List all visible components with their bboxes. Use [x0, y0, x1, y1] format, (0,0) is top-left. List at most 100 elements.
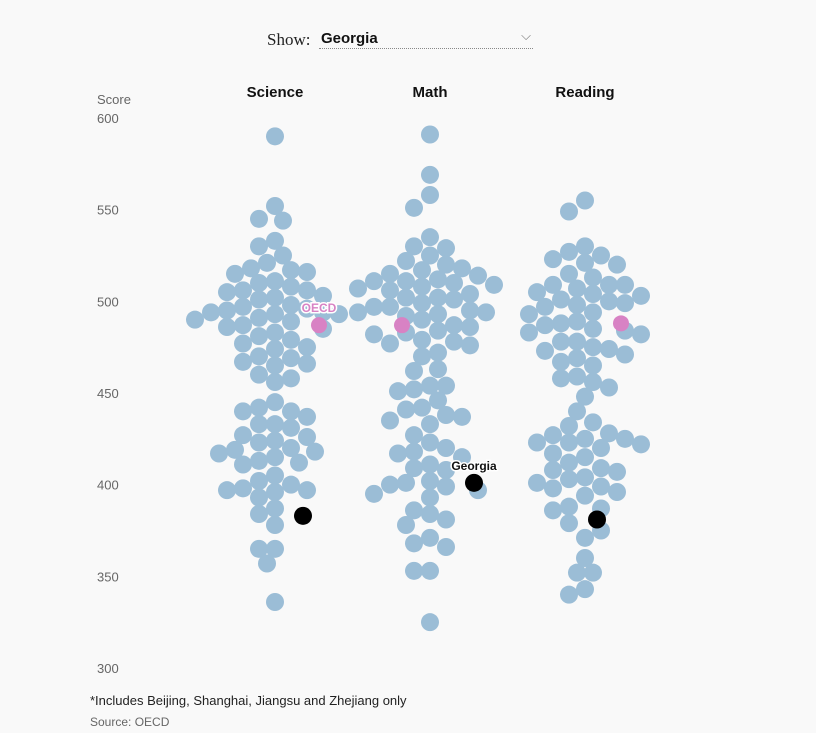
country-dot[interactable]: [429, 343, 447, 362]
country-dot[interactable]: [544, 461, 562, 479]
country-dot[interactable]: [600, 292, 618, 311]
selected-country-dot[interactable]: [465, 473, 483, 492]
country-dot[interactable]: [584, 356, 602, 375]
country-dot[interactable]: [298, 263, 316, 281]
country-dot[interactable]: [445, 332, 463, 351]
country-dot[interactable]: [616, 294, 634, 313]
country-dot[interactable]: [290, 453, 308, 472]
country-dot[interactable]: [568, 312, 586, 331]
country-dot[interactable]: [413, 277, 431, 296]
oecd-dot[interactable]: [394, 317, 410, 334]
country-dot[interactable]: [250, 237, 268, 256]
country-dot[interactable]: [413, 347, 431, 366]
country-dot[interactable]: [314, 303, 332, 322]
country-dot[interactable]: [349, 303, 367, 322]
country-dot[interactable]: [584, 563, 602, 582]
country-dot[interactable]: [552, 332, 570, 351]
country-dot[interactable]: [544, 250, 562, 269]
country-dot[interactable]: [437, 376, 455, 395]
country-dot[interactable]: [560, 514, 578, 533]
country-dot[interactable]: [552, 314, 570, 333]
country-dot[interactable]: [365, 297, 383, 316]
country-dot[interactable]: [421, 528, 439, 547]
country-dot[interactable]: [282, 330, 300, 349]
country-dot[interactable]: [282, 418, 300, 437]
country-dot[interactable]: [568, 332, 586, 351]
country-dot[interactable]: [576, 429, 594, 448]
country-dot[interactable]: [536, 297, 554, 316]
country-dot[interactable]: [234, 334, 252, 353]
country-dot[interactable]: [528, 473, 546, 492]
country-dot[interactable]: [405, 561, 423, 580]
country-dot[interactable]: [266, 127, 284, 146]
country-dot[interactable]: [405, 426, 423, 445]
country-dot[interactable]: [258, 554, 276, 573]
country-dot[interactable]: [397, 252, 415, 270]
country-dot[interactable]: [445, 316, 463, 335]
country-dot[interactable]: [576, 486, 594, 505]
country-dot[interactable]: [421, 561, 439, 580]
country-dot[interactable]: [405, 237, 423, 256]
country-dot[interactable]: [405, 198, 423, 217]
country-dot[interactable]: [576, 387, 594, 406]
country-dot[interactable]: [258, 253, 276, 272]
country-dot[interactable]: [389, 382, 407, 401]
country-dot[interactable]: [266, 516, 284, 534]
country-dot[interactable]: [298, 338, 316, 357]
country-dot[interactable]: [250, 415, 268, 434]
country-dot[interactable]: [437, 510, 455, 529]
country-dot[interactable]: [437, 406, 455, 424]
country-dot[interactable]: [282, 277, 300, 296]
country-dot[interactable]: [544, 426, 562, 445]
country-dot[interactable]: [560, 264, 578, 283]
country-dot[interactable]: [413, 398, 431, 417]
country-dot[interactable]: [250, 488, 268, 507]
country-dot[interactable]: [250, 433, 268, 452]
country-dot[interactable]: [381, 281, 399, 300]
country-dot[interactable]: [560, 497, 578, 516]
country-dot[interactable]: [266, 272, 284, 291]
country-dot[interactable]: [576, 237, 594, 256]
country-dot[interactable]: [421, 505, 439, 523]
country-dot[interactable]: [568, 563, 586, 582]
oecd-dot[interactable]: [311, 317, 327, 334]
country-dot[interactable]: [437, 239, 455, 258]
country-dot[interactable]: [592, 246, 610, 265]
country-dot[interactable]: [592, 477, 610, 496]
country-dot[interactable]: [266, 415, 284, 434]
country-dot[interactable]: [608, 255, 626, 274]
country-dot[interactable]: [298, 299, 316, 318]
country-dropdown[interactable]: Georgia ⌵: [319, 28, 533, 49]
country-dot[interactable]: [568, 279, 586, 298]
country-dot[interactable]: [330, 305, 348, 324]
country-dot[interactable]: [584, 285, 602, 303]
country-dot[interactable]: [576, 468, 594, 487]
country-dot[interactable]: [437, 461, 455, 479]
country-dot[interactable]: [298, 481, 316, 500]
country-dot[interactable]: [266, 593, 284, 611]
country-dot[interactable]: [421, 125, 439, 144]
country-dot[interactable]: [421, 455, 439, 474]
country-dot[interactable]: [576, 528, 594, 547]
selected-country-dot[interactable]: [294, 506, 312, 525]
country-dot[interactable]: [381, 334, 399, 353]
country-dot[interactable]: [250, 539, 268, 558]
country-dot[interactable]: [429, 288, 447, 307]
country-dot[interactable]: [616, 345, 634, 364]
country-dot[interactable]: [584, 413, 602, 432]
country-dot[interactable]: [445, 274, 463, 292]
country-dot[interactable]: [234, 455, 252, 474]
country-dot[interactable]: [234, 281, 252, 300]
country-dot[interactable]: [298, 407, 316, 426]
country-dot[interactable]: [560, 470, 578, 489]
country-dot[interactable]: [520, 323, 538, 342]
country-dot[interactable]: [250, 505, 268, 523]
country-dot[interactable]: [544, 444, 562, 463]
country-dot[interactable]: [544, 501, 562, 520]
country-dot[interactable]: [397, 272, 415, 291]
country-dot[interactable]: [437, 538, 455, 556]
country-dot[interactable]: [600, 424, 618, 443]
country-dot[interactable]: [266, 431, 284, 450]
country-dot[interactable]: [576, 253, 594, 272]
selected-country-dot[interactable]: [588, 510, 606, 529]
